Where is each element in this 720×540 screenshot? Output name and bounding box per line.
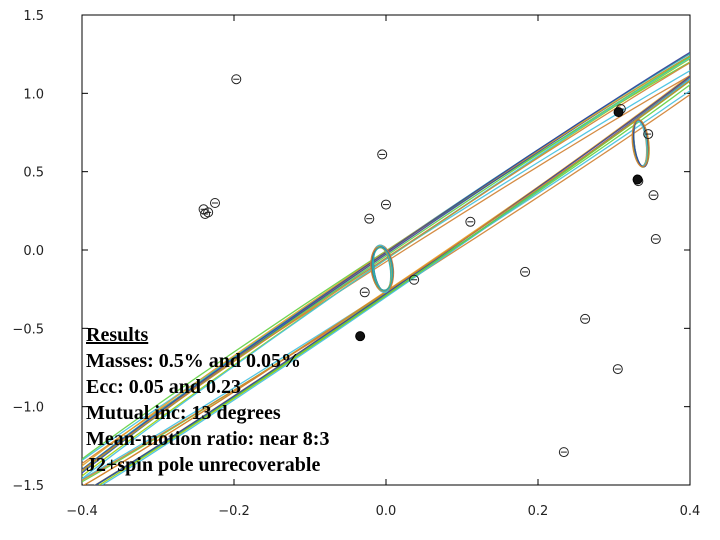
y-tick-label: −0.5: [12, 322, 44, 337]
orbit-1-11: [372, 246, 394, 291]
x-tick-label: 0.4: [680, 504, 701, 519]
observation-point: [465, 216, 476, 227]
observation-points: [198, 74, 661, 458]
observation-point: [650, 234, 661, 245]
filled-point: [613, 107, 624, 118]
y-tick-label: −1.5: [12, 479, 44, 494]
observation-point: [648, 190, 659, 201]
x-tick-label: −0.2: [218, 504, 250, 519]
observation-point: [580, 313, 591, 324]
observation-point: [643, 129, 654, 140]
results-line-inclination: Mutual inc: 13 degrees: [86, 402, 281, 424]
orbit-0-9: [82, 56, 690, 485]
results-title: Results: [86, 324, 149, 346]
orbit-2-9: [631, 119, 650, 168]
orbit-0-4: [82, 74, 690, 481]
observation-point: [612, 364, 623, 375]
axis-tick-labels: −0.4 −0.2 0.0 0.2 0.4 1.5 1.0 0.5 0.0 −0.5 −1.0 −1.…: [12, 9, 700, 519]
results-line-j2: J2+spin pole unrecoverable: [86, 454, 321, 476]
observation-point: [520, 266, 531, 277]
observation-point: [558, 447, 569, 458]
observation-point: [359, 287, 370, 298]
filled-point: [355, 331, 366, 342]
results-annotation: Results Masses: 0.5% and 0.05% Ecc: 0.05…: [86, 322, 348, 478]
results-line-ecc: Ecc: 0.05 and 0.23: [86, 376, 241, 398]
orbit-ellipses: [82, 51, 690, 485]
observation-point: [381, 199, 391, 210]
results-line-masses: Masses: 0.5% and 0.05%: [86, 350, 302, 372]
filled-point: [632, 174, 643, 185]
orbit-0-10: [82, 51, 690, 485]
observation-point: [198, 204, 209, 215]
y-tick-label: 1.5: [23, 9, 44, 24]
observation-point: [210, 198, 220, 208]
orbit-0-11: [82, 62, 690, 485]
y-tick-label: 0.0: [23, 244, 44, 259]
y-tick-label: 0.5: [23, 166, 44, 181]
results-line-mean-motion: Mean-motion ratio: near 8:3: [86, 428, 330, 450]
axis-ticks: [81, 14, 691, 486]
observation-point: [364, 213, 375, 224]
x-tick-label: 0.2: [528, 504, 549, 519]
observation-point: [231, 74, 242, 85]
y-tick-label: −1.0: [12, 401, 44, 416]
observation-point: [409, 274, 420, 285]
x-tick-label: 0.0: [376, 504, 397, 519]
orbit-0-1: [82, 69, 690, 480]
y-tick-label: 1.0: [23, 87, 44, 102]
x-tick-label: −0.4: [66, 504, 98, 519]
observation-point: [377, 149, 388, 160]
